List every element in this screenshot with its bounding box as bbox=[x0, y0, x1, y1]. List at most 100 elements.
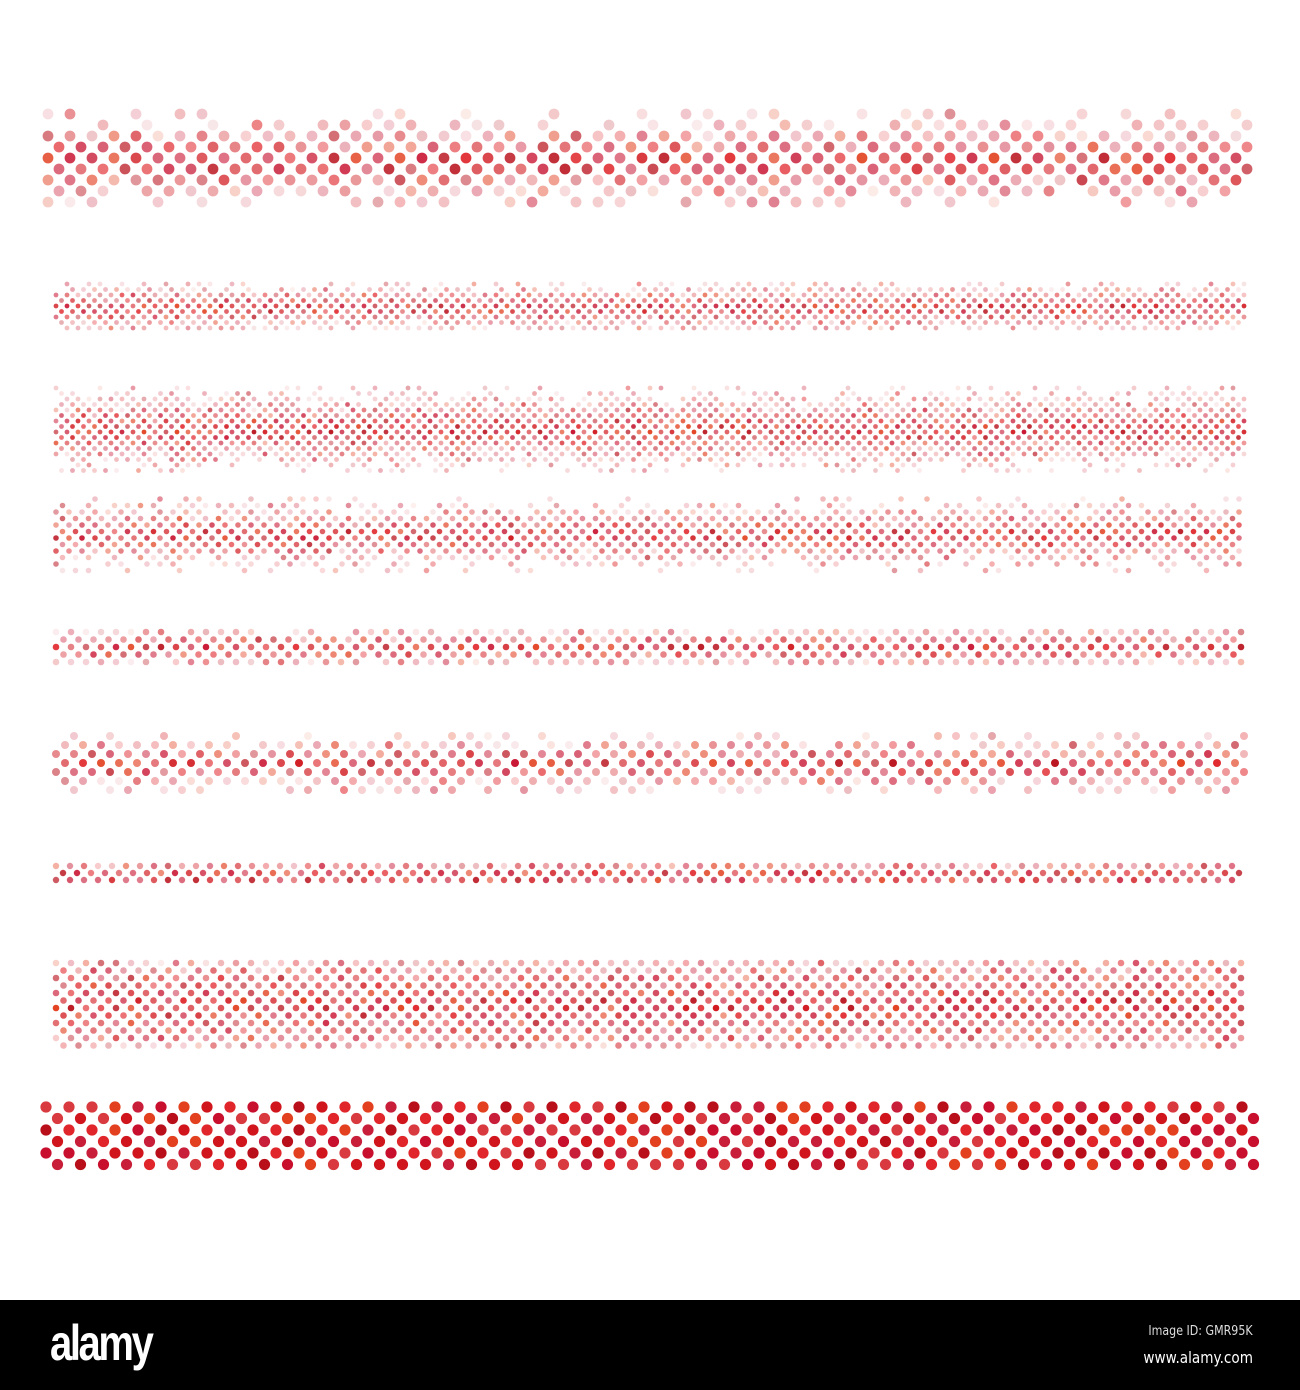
dot bbox=[555, 636, 562, 643]
dot bbox=[537, 418, 543, 424]
dot bbox=[70, 320, 75, 325]
dot bbox=[865, 541, 872, 548]
dot bbox=[295, 440, 301, 446]
dot bbox=[565, 759, 573, 767]
dot bbox=[540, 554, 547, 561]
dot bbox=[449, 440, 455, 446]
dot bbox=[176, 567, 183, 574]
dot bbox=[313, 561, 319, 567]
dot bbox=[818, 435, 823, 440]
dot bbox=[313, 777, 321, 785]
dot bbox=[422, 309, 427, 314]
dot bbox=[1115, 402, 1120, 407]
dot bbox=[752, 320, 757, 325]
dot bbox=[785, 435, 790, 440]
dot bbox=[892, 974, 900, 982]
dot bbox=[323, 320, 328, 325]
dot bbox=[1028, 561, 1034, 567]
dot bbox=[680, 418, 686, 424]
dot bbox=[86, 196, 98, 208]
dot bbox=[1088, 862, 1096, 870]
dot bbox=[950, 522, 956, 528]
dot bbox=[1012, 643, 1020, 651]
dot bbox=[151, 759, 159, 767]
dot bbox=[823, 440, 829, 446]
dot bbox=[839, 541, 846, 548]
dot bbox=[967, 643, 975, 651]
dot bbox=[85, 541, 92, 548]
dot bbox=[702, 407, 708, 413]
dot bbox=[185, 440, 191, 446]
dot bbox=[832, 643, 840, 651]
dot bbox=[554, 320, 559, 325]
dot bbox=[472, 658, 480, 666]
dot bbox=[554, 402, 559, 407]
dot bbox=[315, 967, 322, 974]
dot bbox=[345, 309, 350, 314]
dot bbox=[1164, 108, 1176, 120]
dot bbox=[130, 385, 136, 391]
dot bbox=[207, 407, 213, 413]
dot bbox=[1060, 402, 1065, 407]
dot bbox=[637, 759, 645, 767]
dot bbox=[708, 402, 713, 407]
dot bbox=[658, 152, 670, 164]
dot bbox=[169, 402, 174, 407]
dot bbox=[60, 997, 67, 1004]
dot bbox=[878, 440, 884, 446]
dot bbox=[1153, 292, 1159, 298]
dot bbox=[1131, 303, 1137, 309]
dot bbox=[713, 163, 725, 175]
dot bbox=[42, 152, 54, 164]
dot bbox=[817, 989, 825, 997]
dot bbox=[232, 989, 240, 997]
dot bbox=[251, 325, 257, 331]
dot bbox=[779, 325, 785, 331]
dot bbox=[394, 314, 400, 320]
dot bbox=[170, 535, 176, 541]
dot bbox=[1230, 451, 1236, 457]
dot bbox=[444, 446, 449, 451]
dot bbox=[605, 528, 612, 535]
dot bbox=[982, 959, 990, 967]
dot bbox=[416, 325, 422, 331]
dot bbox=[642, 457, 647, 462]
dot bbox=[832, 628, 840, 636]
dot bbox=[229, 451, 235, 457]
dot bbox=[495, 509, 501, 515]
dot bbox=[587, 287, 592, 292]
dot bbox=[206, 876, 214, 884]
dot bbox=[1021, 429, 1027, 435]
dot bbox=[1150, 786, 1158, 794]
dot bbox=[1065, 651, 1072, 658]
dot bbox=[1186, 768, 1194, 776]
dot bbox=[669, 281, 675, 287]
dot bbox=[1225, 424, 1230, 429]
dot bbox=[367, 413, 372, 418]
dot bbox=[493, 759, 501, 767]
dot bbox=[697, 309, 702, 314]
dot bbox=[235, 298, 240, 303]
dot bbox=[535, 869, 543, 877]
dot bbox=[565, 320, 570, 325]
dot bbox=[585, 651, 592, 658]
dot bbox=[183, 535, 189, 541]
dot bbox=[515, 407, 521, 413]
dot bbox=[907, 989, 915, 997]
dot bbox=[229, 429, 235, 435]
dot bbox=[1110, 636, 1117, 643]
dot bbox=[97, 396, 103, 402]
dot bbox=[934, 768, 942, 776]
dot bbox=[570, 152, 582, 164]
dot bbox=[1098, 281, 1104, 287]
dot bbox=[994, 402, 999, 407]
dot bbox=[267, 528, 274, 535]
dot bbox=[306, 440, 312, 446]
dot bbox=[400, 413, 405, 418]
dot bbox=[653, 298, 658, 303]
dot bbox=[82, 628, 90, 636]
dot bbox=[855, 636, 862, 643]
dot bbox=[834, 451, 840, 457]
dot bbox=[53, 522, 59, 528]
dot bbox=[631, 457, 636, 462]
